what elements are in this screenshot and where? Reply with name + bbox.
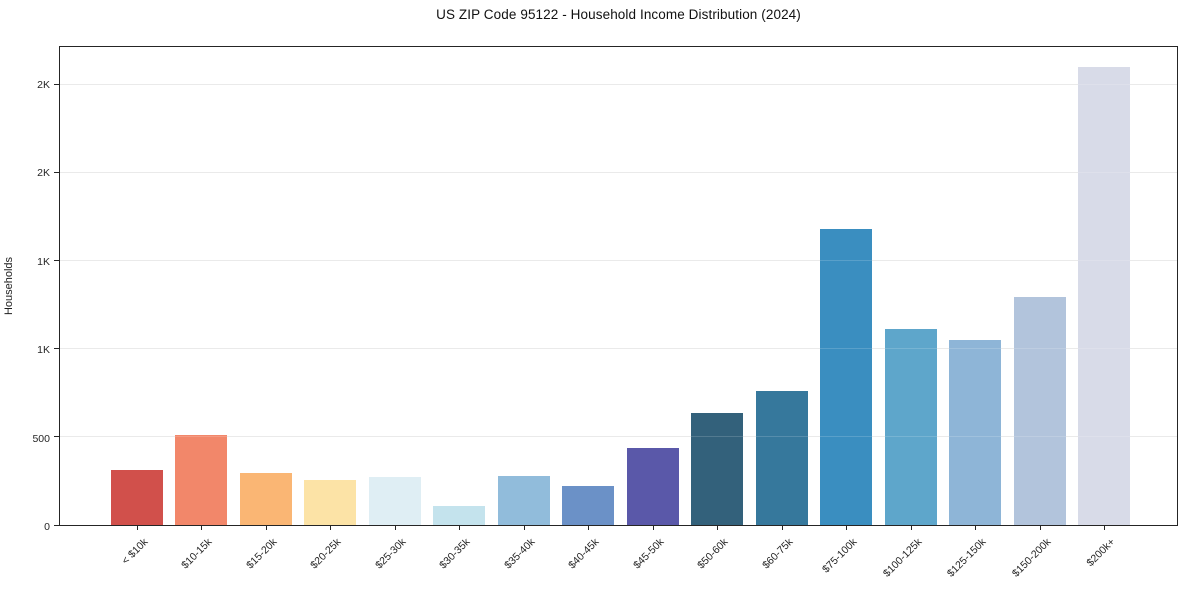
chart-title: US ZIP Code 95122 - Household Income Dis… <box>436 7 801 22</box>
bar-10k <box>110 470 163 525</box>
bar-15-20k <box>239 472 292 525</box>
x-category-label: < $10k <box>118 536 150 567</box>
y-tick-mark <box>54 84 59 86</box>
x-category-label: $10-15k <box>179 536 215 572</box>
bar-30-35k <box>433 505 485 525</box>
bar-100-125k <box>884 328 937 525</box>
y-tick-mark <box>54 172 59 174</box>
x-tick-mark <box>136 525 138 530</box>
x-tick-mark <box>265 525 267 530</box>
bar-50-60k <box>691 412 743 525</box>
gridline-overlay <box>60 347 1177 349</box>
bar-40-45k <box>562 486 614 525</box>
x-tick-mark <box>1104 525 1105 530</box>
gridline <box>60 435 1177 437</box>
y-tick-label: 1K <box>37 344 50 357</box>
y-tick-label: 0 <box>44 521 50 533</box>
x-tick-mark <box>781 525 783 530</box>
y-tick-mark <box>54 436 59 438</box>
x-tick-mark <box>330 525 331 530</box>
y-tick-label: 500 <box>32 432 50 445</box>
x-category-label: $15-20k <box>243 536 279 572</box>
y-tick-label: 2K <box>37 167 50 180</box>
bar-35-40k <box>497 476 550 525</box>
gridline <box>60 83 1177 85</box>
bar-125-150k <box>949 340 1001 525</box>
x-category-label: $150-200k <box>1009 536 1053 580</box>
bar-45-50k <box>626 448 679 525</box>
x-category-label: $200k+ <box>1084 536 1118 570</box>
x-category-label: $100-125k <box>880 536 924 580</box>
gridline <box>60 259 1177 261</box>
x-tick-mark <box>652 525 654 530</box>
x-category-label: $20-25k <box>308 536 344 572</box>
gridline-overlay <box>60 435 1177 437</box>
x-tick-mark <box>1039 525 1041 530</box>
bar-75-100k <box>820 228 872 525</box>
y-axis-label: Households <box>3 256 15 316</box>
bar-10-15k <box>175 434 227 525</box>
x-category-label: $40-45k <box>566 536 602 572</box>
x-category-label: $25-30k <box>372 536 408 572</box>
x-category-label: $75-100k <box>820 536 860 576</box>
x-category-label: $60-75k <box>759 536 795 572</box>
x-tick-mark <box>459 525 460 530</box>
gridline <box>60 347 1177 349</box>
x-tick-mark <box>201 525 202 530</box>
gridline <box>60 171 1177 173</box>
x-category-label: $125-150k <box>944 536 989 580</box>
x-tick-mark <box>394 525 396 530</box>
bar-20-25k <box>304 479 356 525</box>
x-category-label: $50-60k <box>695 536 731 572</box>
x-category-label: $30-35k <box>437 536 473 572</box>
y-tick-label: 2K <box>37 79 50 91</box>
plot-area: 0 500 1K 1K 2K 2K < $10k $10-15k $15-20k $20-25k $… <box>32 46 1178 580</box>
gridline-overlay <box>60 259 1177 261</box>
bar-25-30k <box>368 477 421 525</box>
bar-150-200k <box>1013 296 1066 525</box>
x-tick-mark <box>523 525 525 530</box>
bar-60-75k <box>755 390 808 525</box>
gridline-overlay <box>60 171 1177 173</box>
bar-200k <box>1078 67 1130 525</box>
y-tick-mark <box>54 524 59 526</box>
x-tick-mark <box>846 525 847 530</box>
y-tick-mark <box>54 260 59 262</box>
x-category-label: $35-40k <box>501 536 537 572</box>
y-tick-label: 1K <box>37 255 50 268</box>
x-tick-mark <box>588 525 589 530</box>
x-category-label: $45-50k <box>630 536 666 572</box>
gridline-overlay <box>60 83 1177 85</box>
x-tick-mark <box>717 525 718 530</box>
y-tick-mark <box>54 348 59 350</box>
x-tick-mark <box>975 525 976 530</box>
x-tick-mark <box>910 525 912 530</box>
